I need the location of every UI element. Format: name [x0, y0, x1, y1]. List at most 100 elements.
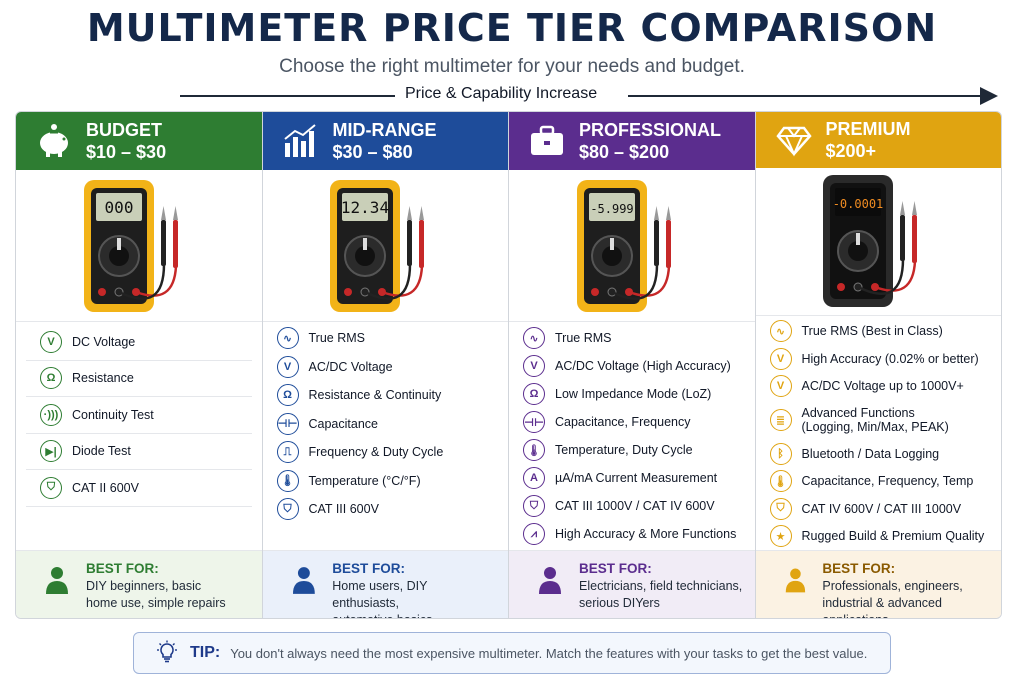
feature-item: ⊣⊢ Capacitance, Frequency	[519, 408, 745, 436]
feature-label: Temperature (°C/°F)	[308, 473, 421, 488]
lightbulb-icon	[157, 640, 177, 663]
feature-item: Ω Low Impedance Mode (LoZ)	[519, 380, 745, 408]
feature-item: V DC Voltage	[26, 324, 252, 361]
feature-label: CAT III 600V	[308, 502, 379, 517]
price-arrow: Price & Capability Increase	[180, 82, 1000, 110]
best-for-line: Professionals, engineers,	[822, 579, 963, 593]
feature-item: 🌡 Temperature (°C/°F)	[273, 467, 499, 496]
diamond-icon	[772, 118, 816, 162]
feature-item: V High Accuracy (0.02% or better)	[766, 345, 992, 373]
feature-label: True RMS	[308, 331, 366, 346]
multimeter-image-box: 12.34	[262, 170, 508, 322]
feature-item: ▶| Diode Test	[26, 434, 252, 470]
current-icon: A	[523, 467, 545, 489]
feature-item: ⛉ CAT II 600V	[26, 470, 252, 507]
tip-text: You don't always need the most expensive…	[230, 645, 868, 661]
best-for-label: BEST FOR:	[332, 561, 406, 576]
best-for-panel: BEST FOR: DIY beginners, basic home use, s…	[16, 550, 262, 618]
bar-chart-icon	[279, 119, 323, 163]
tier-name: PROFESSIONAL	[579, 120, 722, 140]
best-for-line: Electricians, field technicians,	[579, 579, 743, 593]
feature-item: ∿ True RMS	[519, 324, 745, 352]
feature-item: ᛒ Bluetooth / Data Logging	[766, 440, 992, 468]
feature-item: 🌡 Temperature, Duty Cycle	[519, 436, 745, 464]
arrow-line-right	[628, 95, 980, 97]
tier-column-professional: PROFESSIONAL $80 – $200 -5.999 ∿ True RMS V AC…	[509, 112, 756, 618]
feature-item: ⛉ CAT III 600V	[273, 495, 499, 524]
voltage-icon: V	[523, 355, 545, 377]
best-for-panel: BEST FOR: Professionals, engineers, indust…	[755, 550, 1001, 618]
feature-label: Capacitance, Frequency, Temp	[801, 474, 974, 489]
tier-price-range: $80 – $200	[579, 142, 670, 162]
feature-label: µA/mA Current Measurement	[555, 471, 718, 485]
tier-column-budget: BUDGET $10 – $30 000 V DC Voltage Ω Resistance…	[16, 112, 263, 618]
feature-item: ⩘ High Accuracy & More Functions	[519, 520, 745, 548]
feature-label: Advanced Functions	[801, 406, 915, 420]
best-for-label: BEST FOR:	[86, 561, 159, 576]
page-subtitle: Choose the right multimeter for your nee…	[279, 56, 745, 77]
person-icon	[785, 568, 805, 593]
briefcase-icon	[525, 119, 569, 163]
feature-label: AC/DC Voltage (High Accuracy)	[555, 359, 731, 373]
feature-item: ∿ True RMS (Best in Class)	[766, 318, 992, 346]
shield-icon: ⛉	[523, 495, 545, 517]
feature-label: Frequency & Duty Cycle	[308, 445, 444, 460]
best-for-panel: BEST FOR: Home users, DIY enthusiasts, aut…	[262, 550, 508, 618]
best-for-label: BEST FOR:	[822, 561, 896, 576]
functions-icon: ≣	[769, 409, 792, 431]
voltage-icon: V	[769, 375, 792, 398]
arrow-label: Price & Capability Increase	[405, 85, 598, 102]
feature-label: CAT II 600V	[72, 480, 139, 495]
best-for-line: automotive basics	[332, 612, 496, 618]
feature-item: 🌡 Capacitance, Frequency, Temp	[766, 468, 992, 496]
tip-banner: TIP: You don't always need the most expe…	[133, 632, 891, 674]
lcd-readout: 000	[104, 198, 133, 217]
capacitor-icon: ⊣⊢	[276, 412, 299, 435]
diode-icon: ▶|	[40, 440, 62, 463]
arrow-head-icon	[980, 87, 998, 105]
tier-name: PREMIUM	[825, 119, 911, 140]
thermometer-icon: 🌡	[276, 469, 299, 492]
voltage-icon: V	[40, 330, 62, 353]
tier-header: BUDGET $10 – $30	[16, 112, 262, 170]
resistance-icon: Ω	[276, 384, 299, 407]
thermometer-icon: 🌡	[523, 439, 545, 461]
shield-icon: ⛉	[276, 498, 299, 521]
voltage-icon: V	[276, 355, 299, 378]
feature-label: True RMS (Best in Class)	[801, 324, 943, 339]
feature-label: Low Impedance Mode (LoZ)	[555, 387, 712, 401]
best-for-line: DIY beginners, basic	[86, 579, 202, 593]
shield-icon: ⛉	[769, 497, 792, 520]
quality-icon: ★	[769, 525, 792, 548]
feature-item: ⛉ CAT IV 600V / CAT III 1000V	[766, 495, 992, 523]
feature-label: Continuity Test	[72, 407, 154, 422]
multimeter-image: -0.0001	[823, 175, 918, 308]
multimeter-image-box: 000	[16, 170, 262, 322]
feature-label: AC/DC Voltage	[308, 359, 393, 374]
best-for-line: Home users, DIY enthusiasts,	[332, 579, 428, 610]
wave-icon: ∿	[276, 327, 299, 350]
tier-price-range: $10 – $30	[86, 142, 167, 162]
feature-list: V DC Voltage Ω Resistance ·))) Continuity Tes…	[16, 322, 262, 550]
tier-header: PREMIUM $200+	[755, 112, 1001, 169]
piggy-bank-icon	[32, 119, 76, 163]
continuity-icon: ·)))	[40, 403, 62, 426]
feature-item: ⎍ Frequency & Duty Cycle	[273, 438, 499, 467]
lcd-readout: -5.999	[590, 202, 633, 216]
feature-item: V AC/DC Voltage (High Accuracy)	[519, 352, 745, 380]
multimeter-image-box: -0.0001	[755, 168, 1001, 316]
tip-label: TIP:	[190, 644, 221, 661]
feature-label: Resistance	[72, 371, 134, 386]
feature-item: ·))) Continuity Test	[26, 397, 252, 434]
lcd-readout: 12.34	[341, 198, 389, 217]
feature-label: Resistance & Continuity	[308, 388, 442, 403]
best-for-line: serious DIYers	[579, 596, 660, 610]
feature-label: High Accuracy (0.02% or better)	[801, 351, 979, 366]
feature-item: ★ Rugged Build & Premium Quality	[766, 523, 992, 551]
resistance-icon: Ω	[523, 383, 545, 405]
feature-label: High Accuracy & More Functions	[555, 527, 737, 541]
tier-name: MID-RANGE	[332, 120, 437, 140]
feature-item: ⛉ CAT III 1000V / CAT IV 600V	[519, 492, 745, 520]
feature-item: ≣ Advanced Functions (Logging, Min/Max, PE…	[766, 400, 992, 440]
